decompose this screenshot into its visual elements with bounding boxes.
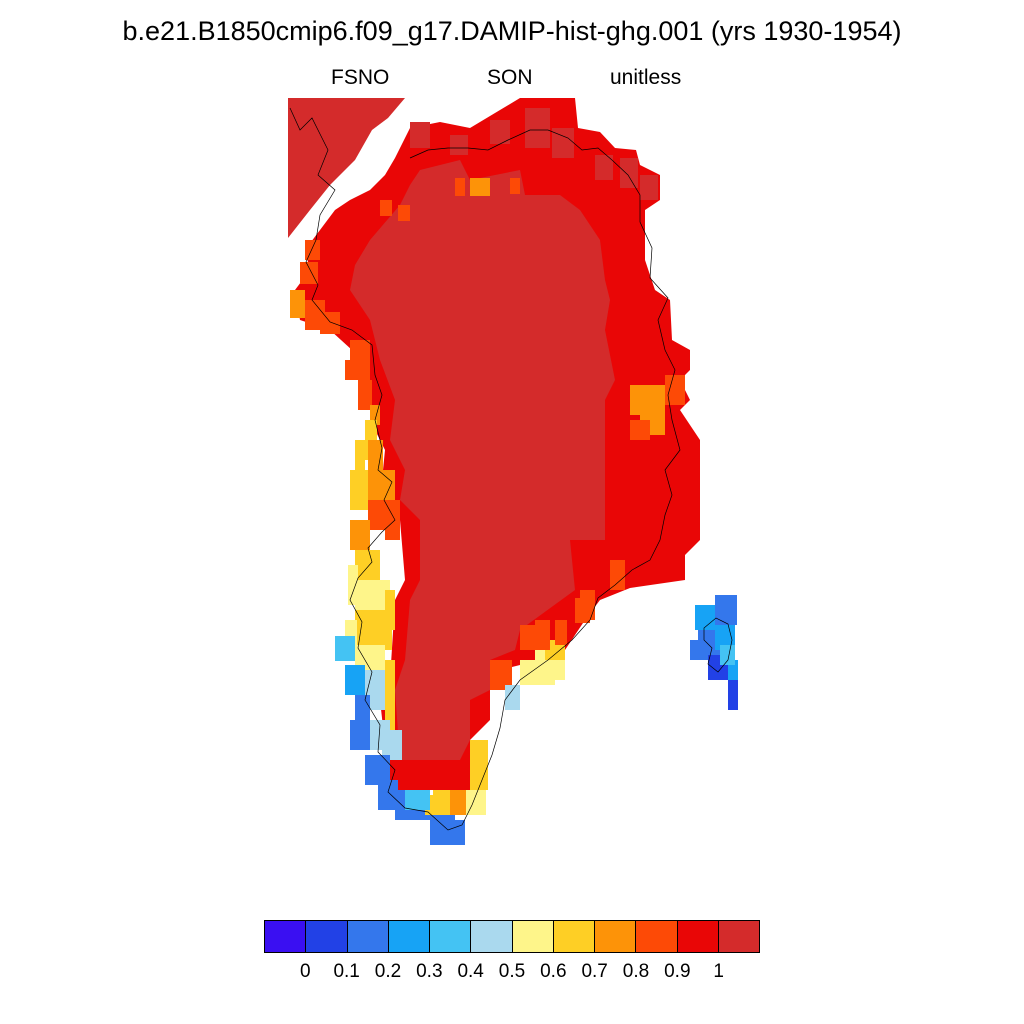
map-cell [345, 360, 370, 380]
colorbar-swatch [430, 921, 472, 952]
map-cell [355, 695, 370, 720]
subtitle-variable: FSNO [331, 66, 390, 89]
map-cell [525, 108, 550, 148]
map-cell [690, 640, 705, 660]
map-cell [380, 620, 392, 650]
map-cell [378, 780, 398, 810]
colorbar-swatch [636, 921, 678, 952]
map-cell [355, 440, 365, 490]
colorbar-tick-label: 0.5 [498, 961, 526, 982]
coastline [289, 107, 733, 831]
map-cell [470, 740, 488, 790]
colorbar-swatch [718, 921, 759, 952]
colorbar-swatch [306, 921, 348, 952]
map-cell [720, 645, 735, 665]
map-cell [410, 122, 430, 148]
map-cell [385, 660, 395, 730]
map-cell [555, 620, 567, 645]
map-cell [380, 200, 392, 216]
colorbar-swatch [677, 921, 719, 952]
map-cell [368, 440, 383, 500]
colorbar-tick-label: 0.7 [581, 961, 608, 982]
iceland-coastline [703, 617, 733, 673]
map-cell [620, 158, 638, 188]
map-cell [510, 178, 520, 194]
colorbar-swatch [471, 921, 513, 952]
map-cell [385, 590, 395, 630]
map-cell [580, 590, 595, 620]
map-cell [350, 470, 368, 510]
map-cell [368, 500, 388, 530]
map-cell [350, 520, 370, 550]
map-cells [288, 98, 738, 845]
colorbar-tick-label: 0.4 [457, 961, 484, 982]
map-cell [345, 665, 365, 695]
map-cell [350, 160, 615, 760]
plot-title: b.e21.B1850cmip6.f09_g17.DAMIP-hist-ghg.… [122, 16, 902, 46]
colorbar-swatch [347, 921, 389, 952]
map-cell [505, 685, 520, 710]
map-cell [450, 790, 466, 815]
map-cell [450, 135, 468, 155]
map-cell [370, 405, 380, 425]
map-cell [320, 312, 340, 334]
map-cell [630, 420, 650, 440]
subtitle-season: SON [487, 66, 533, 89]
map-cell [640, 175, 658, 200]
colorbar-swatch [595, 921, 637, 952]
map-cell [728, 680, 738, 710]
greenland-coastline [289, 107, 681, 831]
map-cell [466, 790, 486, 815]
map-cell [535, 620, 550, 650]
colorbar-tick-label: 0.6 [540, 961, 567, 982]
colorbar-tick-label: 0.2 [374, 961, 402, 982]
colorbar-swatch [553, 921, 595, 952]
colorbar-swatch [265, 921, 307, 952]
map-cell [470, 178, 490, 196]
map-cell [433, 790, 453, 820]
colorbar-tick-label: 0 [300, 961, 311, 982]
map-cell [595, 155, 613, 180]
colorbar-tick-label: 0.3 [416, 961, 443, 982]
map-cell [455, 178, 465, 196]
map-cell [695, 605, 715, 630]
map-cell [300, 262, 318, 284]
map-cell [385, 500, 400, 540]
map-cell [552, 128, 574, 158]
colorbar-tick-label: 0.8 [622, 961, 650, 982]
map-cell [348, 565, 358, 605]
map-cell [358, 380, 372, 410]
map-cell [520, 625, 535, 650]
colorbar-swatch [512, 921, 554, 952]
map-cell [288, 98, 405, 238]
map-cell [405, 790, 430, 810]
colorbar-tick-label: 0.9 [664, 961, 691, 982]
colorbar-swatch [388, 921, 430, 952]
map-cell [610, 560, 625, 590]
map-cell [350, 340, 370, 365]
map-cell [355, 550, 380, 580]
map-cell [728, 660, 738, 685]
colorbar-tick-label: 0.1 [333, 961, 360, 982]
map-cell [305, 240, 320, 260]
map-cell [665, 375, 685, 405]
colorbar [264, 920, 760, 953]
map-cell [380, 470, 395, 500]
colorbar-tick-label: 1 [713, 961, 724, 982]
map-cell [382, 730, 402, 760]
subtitle-units: unitless [610, 66, 682, 89]
map-cell [450, 820, 465, 845]
map-cell [398, 205, 410, 221]
map-cell [290, 290, 305, 318]
map-cell [715, 595, 737, 625]
map-cell [490, 660, 512, 690]
map-cell [490, 120, 510, 144]
map-cell [335, 636, 355, 661]
